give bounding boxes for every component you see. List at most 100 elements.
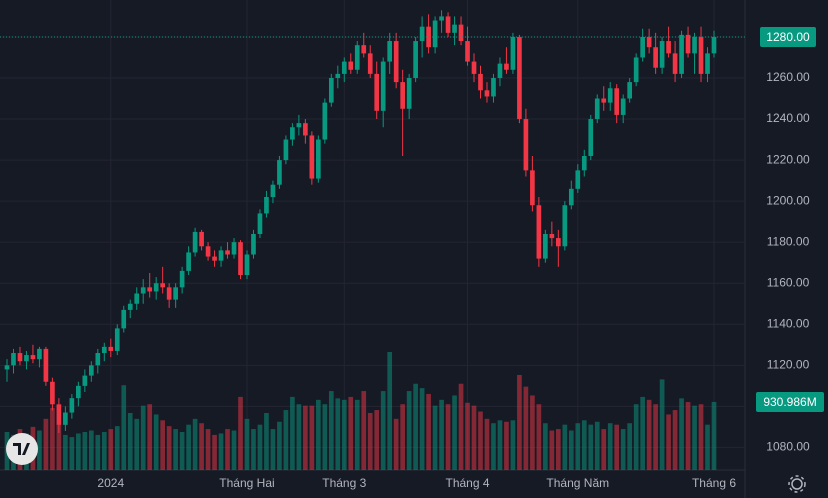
- volume-bar: [471, 405, 477, 470]
- candle-body: [4, 365, 10, 370]
- candle-body: [393, 41, 399, 83]
- volume-bar: [270, 429, 276, 470]
- candle-body: [244, 254, 250, 276]
- volume-bar: [549, 430, 555, 470]
- candle-body: [56, 404, 62, 425]
- candle-body: [640, 36, 645, 58]
- volume-bar: [452, 395, 457, 470]
- volume-bar: [43, 418, 49, 470]
- volume-bar: [692, 405, 697, 470]
- candle-body: [264, 197, 269, 214]
- candle-body: [199, 231, 204, 247]
- gear-teeth: [788, 475, 806, 493]
- tv-logo[interactable]: [6, 433, 38, 465]
- logo-mark: [13, 443, 30, 455]
- candle-body: [218, 250, 224, 261]
- candle-body: [594, 98, 600, 120]
- volume-bar: [140, 405, 146, 470]
- y-tick-label: 1240.00: [766, 111, 810, 125]
- volume-bar: [179, 431, 185, 470]
- candle-body: [335, 73, 341, 78]
- volume-bar: [685, 402, 691, 470]
- candle-body: [530, 170, 535, 206]
- volume-bar: [341, 399, 347, 470]
- volume-bar: [153, 414, 159, 470]
- candle-body: [607, 88, 613, 103]
- candle-body: [43, 348, 49, 382]
- volume-bar: [698, 404, 704, 470]
- candle-body: [510, 36, 516, 70]
- candle-body: [484, 90, 490, 97]
- volume-bar: [575, 423, 581, 470]
- candle-body: [95, 353, 101, 366]
- volume-bar: [601, 429, 607, 470]
- volume-bar: [277, 421, 282, 470]
- x-tick-label: Tháng 4: [445, 476, 489, 490]
- volume-bar: [316, 399, 321, 470]
- volume-bar: [426, 393, 431, 470]
- volume-bar: [134, 418, 140, 470]
- volume-bar: [348, 396, 354, 470]
- candle-body: [212, 256, 217, 261]
- candle-body: [400, 82, 405, 109]
- volume-bar: [231, 430, 237, 470]
- candle-body: [108, 346, 114, 351]
- volume-bar: [56, 424, 62, 470]
- volume-bar: [225, 429, 230, 470]
- volume-bar: [653, 404, 658, 470]
- volume-bar: [147, 404, 153, 470]
- y-tick-label: 1260.00: [766, 70, 810, 84]
- candle-body: [153, 283, 159, 292]
- x-tick-label: Tháng 3: [322, 476, 366, 490]
- volume-bar: [445, 404, 451, 470]
- candle-body: [303, 123, 308, 136]
- volume-bar: [484, 418, 490, 470]
- volume-bar: [238, 396, 243, 470]
- candle-body: [76, 385, 81, 399]
- candle-body: [166, 287, 172, 300]
- candle-body: [491, 77, 496, 97]
- volume-bar: [640, 396, 645, 470]
- candle-body: [711, 36, 717, 54]
- volume-bar: [491, 423, 496, 470]
- settings-button[interactable]: [788, 475, 806, 493]
- candle-body: [536, 205, 542, 259]
- volume-bar: [510, 420, 516, 470]
- candle-body: [568, 188, 574, 206]
- candle-body: [316, 139, 321, 179]
- candle-body: [387, 41, 393, 62]
- volume-bar: [37, 430, 42, 470]
- candle-body: [646, 36, 652, 48]
- volume-bar: [121, 385, 127, 470]
- volume-bar: [497, 420, 503, 470]
- candle-body: [361, 45, 367, 54]
- volume-bar: [543, 423, 548, 470]
- candle-body: [614, 88, 620, 115]
- candle-body: [101, 346, 107, 354]
- volume-bar: [633, 404, 639, 470]
- volume-bar: [108, 429, 114, 470]
- volume-bar: [212, 434, 217, 470]
- volume-bar: [581, 420, 587, 470]
- volume-bar: [101, 431, 107, 470]
- candle-body: [445, 16, 451, 33]
- candle-body: [114, 328, 120, 351]
- candle-body: [309, 135, 315, 179]
- candle-body: [186, 252, 191, 271]
- candle-body: [348, 61, 354, 70]
- y-tick-label: 1160.00: [767, 275, 810, 289]
- candle-body: [627, 82, 633, 99]
- candle-body: [692, 36, 697, 54]
- volume-bar: [361, 391, 367, 470]
- logo-bg: [6, 433, 38, 465]
- volume-bar: [439, 399, 444, 470]
- x-tick-label: Tháng 6: [692, 476, 736, 490]
- candle-body: [575, 170, 581, 189]
- volume-bar: [50, 407, 55, 470]
- y-tick-label: 1180.00: [767, 234, 810, 248]
- volume-bar: [322, 404, 328, 470]
- candle-body: [37, 348, 42, 360]
- y-tick-label: 1120.00: [767, 357, 810, 371]
- volume-bar: [400, 404, 405, 470]
